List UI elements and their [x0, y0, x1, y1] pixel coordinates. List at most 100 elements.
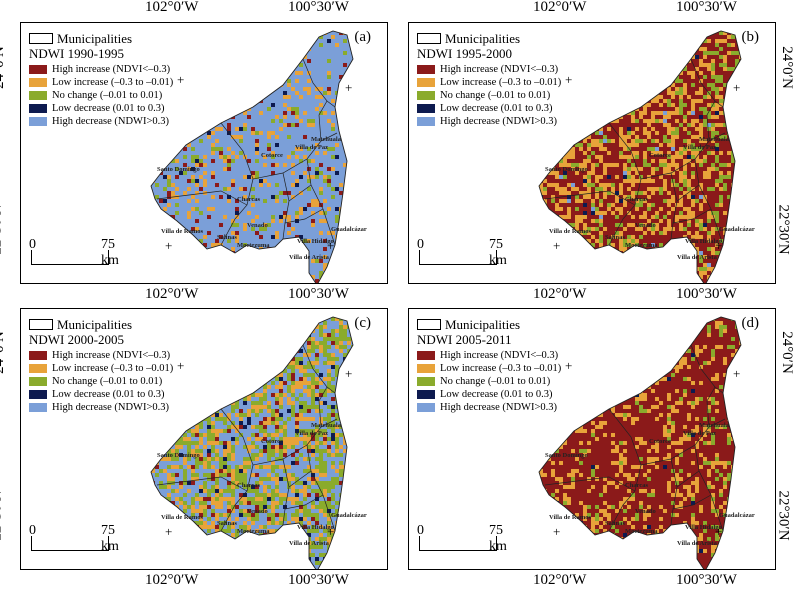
municipalities-label: Municipalities: [57, 31, 133, 46]
town-label: Cotorce: [649, 152, 671, 159]
municipality-symbol: [417, 33, 441, 44]
legend-label: Low decrease (0.01 to 0.3): [440, 103, 553, 114]
legend-label: No change (–0.01 to 0.01): [52, 376, 163, 387]
scale-bar-line: [419, 250, 497, 265]
legend-swatch: [29, 390, 47, 399]
graticule-cross: +: [565, 358, 573, 373]
legend-swatch: [29, 117, 47, 126]
legend-swatch: [417, 78, 435, 87]
lon-label-bottom-right-c: 100°30′W: [288, 572, 349, 588]
municipality-boundary-8: [706, 386, 716, 428]
graticule-cross: +: [165, 238, 173, 253]
municipality-boundary-6: [284, 208, 324, 224]
town-label: Moctezuma: [237, 528, 270, 535]
lon-label-top-left-b: 102°0′W: [533, 0, 587, 15]
panel-tag: (b): [741, 29, 760, 45]
lon-label-mid-right-b: 100°30′W: [676, 286, 737, 302]
municipality-boundary-7: [690, 58, 724, 108]
municipality-boundary-2: [670, 458, 678, 526]
town-label: Villa de Paz: [683, 144, 716, 151]
town-label: Matehuala: [311, 422, 342, 429]
town-label: Matehuala: [699, 136, 730, 143]
town-label: Salinas: [605, 520, 625, 527]
legend-municipalities: Municipalities: [417, 31, 561, 46]
municipalities-label: Municipalities: [445, 317, 521, 332]
legend-swatch: [417, 390, 435, 399]
town-label: Venado: [247, 222, 268, 229]
legend-label: Low increase (–0.3 to –0.01): [52, 77, 174, 88]
legend-title: NDWI 1990-1995: [29, 46, 124, 61]
legend-row: High decrease (NDWI>0.3): [29, 115, 173, 128]
town-label: Guadalcázar: [331, 512, 367, 519]
legend-row: High decrease (NDWI>0.3): [29, 401, 173, 414]
town-label: Santo Domingo: [545, 452, 588, 459]
legend-row: Low increase (–0.3 to –0.01): [29, 76, 173, 89]
municipality-symbol: [29, 319, 53, 330]
legend-label: No change (–0.01 to 0.01): [440, 376, 551, 387]
legend-row: Low decrease (0.01 to 0.3): [417, 102, 561, 115]
graticule-cross: +: [327, 524, 335, 539]
town-label: Charcas: [237, 196, 260, 203]
municipality-boundary-2: [282, 172, 290, 240]
graticule-cross: +: [553, 238, 561, 253]
town-label: Villa Hidalgo: [297, 524, 334, 531]
town-label: Cotorce: [261, 152, 283, 159]
municipality-boundary-1: [220, 178, 254, 246]
municipality-boundary-5: [676, 184, 700, 202]
town-label: Guadalcázar: [719, 512, 755, 519]
town-label: Cotorce: [261, 438, 283, 445]
map-panel-d: Cotorce Villa de Paz Santo Domingo Charcas V…: [408, 308, 776, 570]
municipality-boundary-3: [306, 444, 336, 532]
municipality-boundary-5: [288, 184, 312, 202]
municipality-boundary-6: [284, 494, 324, 510]
legend-row: High increase (NDVI<–0.3): [417, 63, 561, 76]
town-label: Venado: [635, 222, 656, 229]
legend-row: Low decrease (0.01 to 0.3): [29, 102, 173, 115]
legend-swatch: [417, 351, 435, 360]
legend-row: High increase (NDVI<–0.3): [417, 349, 561, 362]
scale-zero: 0: [417, 237, 424, 252]
legend-label: Low increase (–0.3 to –0.01): [440, 77, 562, 88]
scale-bar: 0 75 km: [417, 237, 507, 269]
legend-label: Low decrease (0.01 to 0.3): [440, 389, 553, 400]
municipalities-label: Municipalities: [57, 317, 133, 332]
scale-distance: 75 km: [101, 523, 119, 554]
town-label: Salinas: [217, 234, 237, 241]
municipality-symbol: [29, 33, 53, 44]
town-label: Charcas: [625, 196, 648, 203]
town-label: Villa de Arista: [677, 540, 718, 547]
scale-distance: 75 km: [489, 523, 507, 554]
graticule-cross: +: [553, 524, 561, 539]
legend-label: High decrease (NDWI>0.3): [440, 402, 557, 413]
legend-label: High decrease (NDWI>0.3): [440, 116, 557, 127]
legend-municipalities: Municipalities: [29, 31, 173, 46]
municipality-boundary-6: [672, 494, 712, 510]
lat-label-right-b-south: 22°30′N: [775, 204, 792, 255]
municipality-boundary-7: [302, 344, 336, 394]
town-label: Villa de Paz: [683, 430, 716, 437]
map-canvas-a: Cotorce Villa de Paz Santo Domingo Charcas V…: [150, 30, 367, 283]
legend-swatch: [417, 104, 435, 113]
scale-distance: 75 km: [489, 237, 507, 268]
town-label: Guadalcázar: [331, 226, 367, 233]
town-label: Matehuala: [699, 422, 730, 429]
panel-tag: (d): [741, 315, 760, 331]
municipality-boundary-3: [306, 158, 336, 246]
map-panel-a: Cotorce Villa de Paz Santo Domingo Charcas V…: [20, 22, 388, 284]
town-label: Charcas: [237, 482, 260, 489]
municipality-boundary-4: [156, 476, 248, 492]
legend-label: No change (–0.01 to 0.01): [52, 90, 163, 101]
graticule-cross: +: [165, 524, 173, 539]
map-canvas-b: Cotorce Villa de Paz Santo Domingo Charcas V…: [538, 30, 755, 283]
municipality-boundary-1: [220, 464, 254, 532]
lat-label-right-d-north: 24°0′N: [778, 331, 795, 374]
town-label: Moctezuma: [625, 528, 658, 535]
municipality-boundary-8: [318, 100, 328, 142]
scale-zero: 0: [29, 523, 36, 538]
legend-a: Municipalities NDWI 1990-1995 High increas…: [29, 31, 173, 128]
legend-title: NDWI 2000-2005: [29, 332, 124, 347]
legend-row: No change (–0.01 to 0.01): [417, 375, 561, 388]
municipality-boundary-3: [694, 158, 724, 246]
legend-c: Municipalities NDWI 2000-2005 High increas…: [29, 317, 173, 414]
legend-label: Low decrease (0.01 to 0.3): [52, 103, 165, 114]
